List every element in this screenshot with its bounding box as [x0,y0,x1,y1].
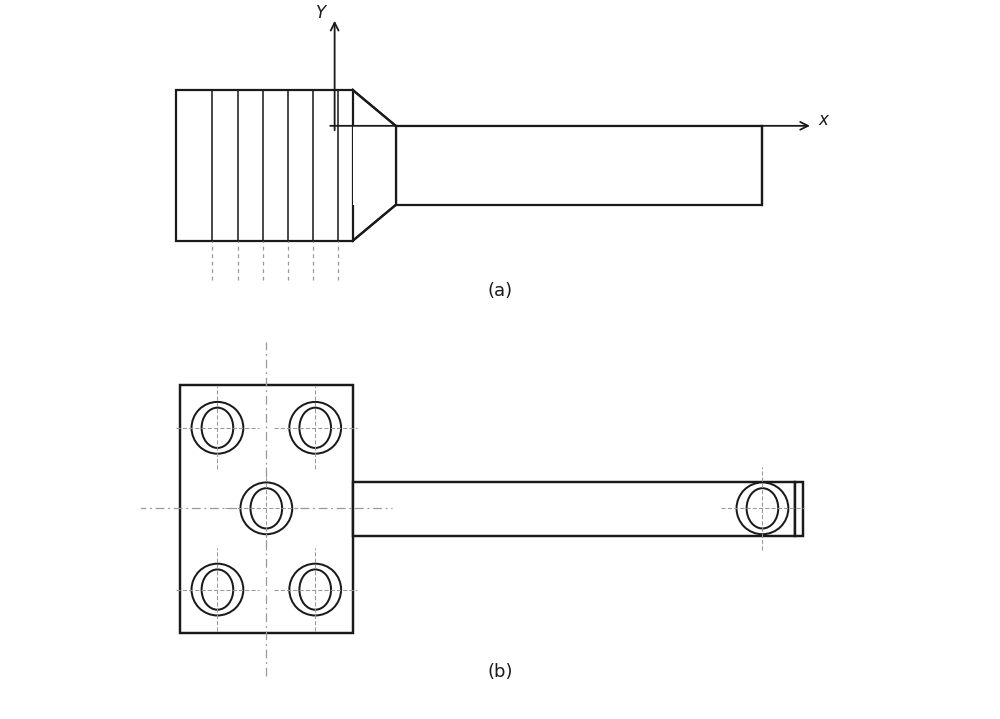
Ellipse shape [202,569,233,610]
Ellipse shape [747,488,778,528]
Polygon shape [353,126,396,205]
Ellipse shape [289,564,341,615]
Text: Y: Y [316,4,326,22]
Bar [176,90,353,241]
Bar [396,126,762,205]
Ellipse shape [299,569,331,610]
Text: (b): (b) [487,663,513,682]
Ellipse shape [192,564,243,615]
Bar [795,482,803,536]
Text: (a): (a) [487,282,513,301]
Ellipse shape [251,488,282,528]
Ellipse shape [737,482,788,534]
Ellipse shape [299,408,331,448]
Ellipse shape [192,402,243,454]
Ellipse shape [289,402,341,454]
Text: x: x [819,111,828,129]
Ellipse shape [240,482,292,534]
Ellipse shape [202,408,233,448]
Bar [180,385,353,633]
Bar [353,482,795,536]
